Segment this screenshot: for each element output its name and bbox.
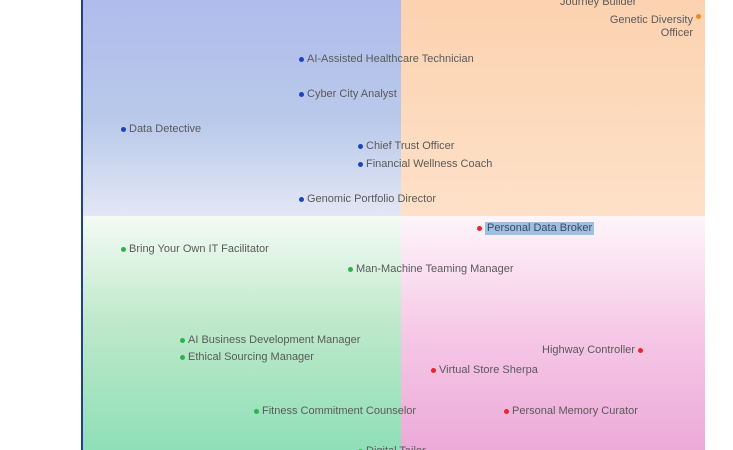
- point-marker: [299, 197, 304, 202]
- chart-point[interactable]: Journey Builder: [560, 0, 636, 9]
- point-label: Chief Trust Officer: [366, 140, 455, 152]
- point-label: Personal Data Broker: [485, 222, 595, 235]
- chart-point[interactable]: Data Detective: [118, 123, 201, 136]
- point-label: Cyber City Analyst: [307, 88, 397, 100]
- chart-point[interactable]: Personal Data Broker: [474, 222, 595, 235]
- point-label: Ethical Sourcing Manager: [188, 351, 314, 363]
- chart-point[interactable]: Fitness Commitment Counselor: [251, 405, 416, 418]
- chart-point[interactable]: Personal Memory Curator: [501, 405, 638, 418]
- quadrant-bottom-right: [401, 216, 705, 450]
- point-marker: [637, 348, 643, 353]
- point-marker: [358, 162, 363, 167]
- point-marker: [696, 14, 701, 19]
- point-label: Journey Builder: [560, 0, 637, 8]
- point-label: Data Detective: [129, 123, 202, 135]
- chart-point[interactable]: Man-Machine Teaming Manager: [345, 263, 514, 276]
- point-marker: [121, 127, 126, 132]
- chart-point[interactable]: Digital Tailor: [355, 445, 426, 450]
- point-label: AI-Assisted Healthcare Technician: [307, 53, 474, 65]
- point-label: Bring Your Own IT Facilitator: [129, 243, 269, 255]
- point-marker: [121, 247, 126, 252]
- chart-point[interactable]: Bring Your Own IT Facilitator: [118, 243, 269, 256]
- point-marker: [358, 144, 363, 149]
- point-marker: [348, 267, 353, 272]
- point-label: Virtual Store Sherpa: [439, 364, 538, 376]
- point-marker: [180, 338, 185, 343]
- point-marker: [431, 368, 436, 373]
- quadrant-top-left: [82, 0, 401, 216]
- point-marker: [477, 226, 482, 231]
- y-axis-line: [81, 0, 83, 450]
- chart-point[interactable]: AI-Assisted Healthcare Technician: [296, 53, 474, 66]
- quadrant-bottom-left: [82, 216, 401, 450]
- point-label: Digital Tailor: [366, 445, 426, 450]
- point-label: Genomic Portfolio Director: [307, 193, 436, 205]
- point-label: Personal Memory Curator: [512, 405, 638, 417]
- chart-point[interactable]: Ethical Sourcing Manager: [177, 351, 314, 364]
- chart-point[interactable]: AI Business Development Manager: [177, 334, 360, 347]
- point-marker: [299, 92, 304, 97]
- chart-point[interactable]: Virtual Store Sherpa: [428, 364, 538, 377]
- point-label: Highway Controller: [542, 344, 635, 356]
- point-marker: [254, 409, 259, 414]
- point-label: Genetic Diversity Officer: [609, 14, 693, 39]
- chart-point[interactable]: Cyber City Analyst: [296, 88, 397, 101]
- chart-point[interactable]: Genetic Diversity Officer: [608, 14, 704, 40]
- point-marker: [180, 355, 185, 360]
- point-marker: [299, 57, 304, 62]
- chart-point[interactable]: Financial Wellness Coach: [355, 158, 492, 171]
- quadrant-top-right: [401, 0, 705, 216]
- point-label: Financial Wellness Coach: [366, 158, 493, 170]
- chart-point[interactable]: Genomic Portfolio Director: [296, 193, 436, 206]
- point-label: Fitness Commitment Counselor: [262, 405, 417, 417]
- point-marker: [504, 409, 509, 414]
- chart-point[interactable]: Chief Trust Officer: [355, 140, 454, 153]
- point-label: Man-Machine Teaming Manager: [356, 263, 514, 275]
- point-label: AI Business Development Manager: [188, 334, 361, 346]
- chart-point[interactable]: Highway Controller: [542, 344, 646, 357]
